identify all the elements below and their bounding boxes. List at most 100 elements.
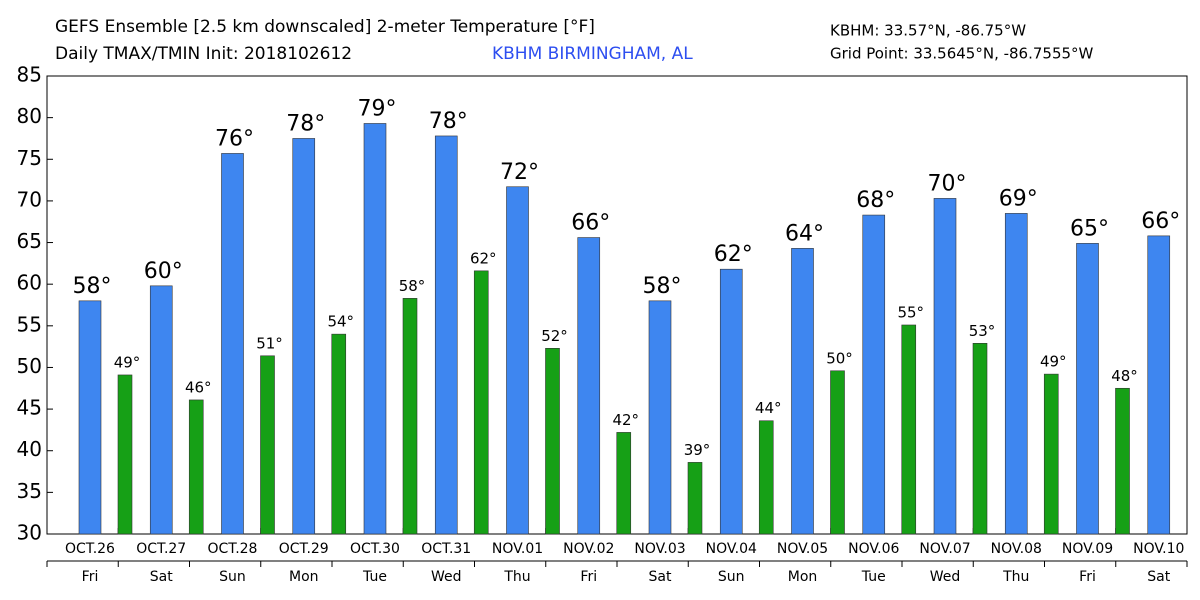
y-tick-label: 75: [17, 146, 42, 170]
day-label: Fri: [580, 569, 597, 585]
value-label: 70°: [928, 171, 967, 196]
day-label: Tue: [362, 569, 387, 585]
value-label: 62°: [714, 242, 753, 267]
value-label: 60°: [144, 259, 183, 284]
x-tick-label: NOV.02: [563, 541, 614, 557]
x-tick-label: NOV.07: [919, 541, 970, 557]
x-tick-label: OCT.31: [421, 541, 471, 557]
x-tick-label: NOV.06: [848, 541, 899, 557]
grid-point: Grid Point: 33.5645°N, -86.7555°W: [830, 45, 1094, 63]
y-tick-label: 45: [17, 396, 42, 420]
bar: [901, 324, 917, 535]
day-label: Sat: [150, 569, 173, 585]
bar: [648, 300, 672, 535]
value-label: 54°: [327, 313, 354, 331]
day-label: Wed: [431, 569, 462, 585]
value-label: 78°: [286, 111, 325, 136]
y-tick-label: 55: [17, 312, 42, 336]
bar: [791, 248, 814, 535]
value-label: 72°: [500, 160, 539, 185]
bar: [1147, 235, 1171, 535]
x-tick-label: OCT.27: [136, 541, 186, 557]
x-tick-label: NOV.10: [1133, 541, 1184, 557]
bar: [1076, 243, 1099, 535]
bar: [719, 268, 743, 535]
day-label: Sat: [649, 569, 672, 585]
bar: [933, 198, 957, 535]
bar: [292, 138, 316, 535]
value-label: 52°: [541, 327, 568, 345]
bar: [473, 270, 489, 535]
value-label: 79°: [358, 96, 397, 121]
bar: [545, 348, 560, 535]
y-tick-label: 60: [17, 271, 42, 295]
value-label: 49°: [1040, 353, 1067, 371]
bar: [221, 153, 244, 535]
bar: [363, 123, 387, 535]
day-label: Sun: [718, 569, 745, 585]
day-label: Sun: [219, 569, 246, 585]
day-label: Wed: [930, 569, 961, 585]
bar: [506, 186, 529, 535]
value-label: 58°: [643, 274, 682, 299]
value-label: 62°: [470, 249, 497, 267]
location: KBHM BIRMINGHAM, AL: [492, 44, 693, 64]
day-label: Sat: [1147, 569, 1170, 585]
bar: [862, 214, 886, 535]
value-label: 66°: [571, 211, 610, 236]
y-tick-label: 50: [17, 354, 42, 378]
value-label: 78°: [429, 109, 468, 134]
bar: [331, 333, 347, 535]
value-label: 55°: [897, 303, 924, 321]
x-tick-label: NOV.04: [706, 541, 757, 557]
day-label: Fri: [82, 569, 99, 585]
value-label: 58°: [399, 277, 426, 295]
value-label: 42°: [612, 411, 639, 429]
bar: [758, 420, 774, 535]
value-label: 51°: [256, 334, 283, 352]
x-tick-label: OCT.28: [208, 541, 258, 557]
bar: [1115, 387, 1130, 535]
value-label: 66°: [1141, 209, 1180, 234]
x-tick-label: OCT.29: [279, 541, 329, 557]
bar: [260, 355, 275, 535]
chart-subtitle: Daily TMAX/TMIN Init: 2018102612: [55, 44, 352, 64]
bar: [78, 300, 102, 535]
bar: [434, 135, 458, 535]
y-tick-label: 30: [17, 521, 42, 545]
bar: [616, 432, 632, 535]
value-label: 44°: [755, 399, 782, 417]
bar: [402, 298, 418, 535]
bar: [577, 237, 601, 535]
x-tick-label: NOV.03: [634, 541, 685, 557]
x-tick-label: NOV.01: [492, 541, 543, 557]
value-label: 76°: [215, 126, 254, 151]
value-label: 48°: [1111, 367, 1138, 385]
y-tick-label: 70: [17, 187, 42, 211]
day-label: Fri: [1079, 569, 1096, 585]
y-tick-label: 35: [17, 479, 42, 503]
x-tick-label: NOV.05: [777, 541, 828, 557]
value-label: 46°: [185, 378, 212, 396]
y-tick-label: 85: [17, 63, 42, 87]
value-label: 69°: [999, 186, 1038, 211]
day-label: Mon: [289, 569, 319, 585]
bar: [117, 374, 133, 535]
day-label: Mon: [788, 569, 818, 585]
value-label: 65°: [1070, 216, 1109, 241]
bar: [1043, 373, 1059, 535]
station: KBHM: 33.57°N, -86.75°W: [830, 22, 1026, 40]
day-label: Thu: [503, 569, 530, 585]
day-label: Tue: [861, 569, 886, 585]
value-label: 49°: [114, 353, 141, 371]
y-tick-label: 80: [17, 104, 42, 128]
bar: [972, 343, 988, 535]
value-label: 64°: [785, 221, 824, 246]
x-tick-label: OCT.30: [350, 541, 400, 557]
value-label: 68°: [856, 188, 895, 213]
bar: [687, 462, 703, 535]
value-label: 58°: [73, 274, 112, 299]
bar: [188, 399, 204, 535]
day-label: Thu: [1002, 569, 1029, 585]
